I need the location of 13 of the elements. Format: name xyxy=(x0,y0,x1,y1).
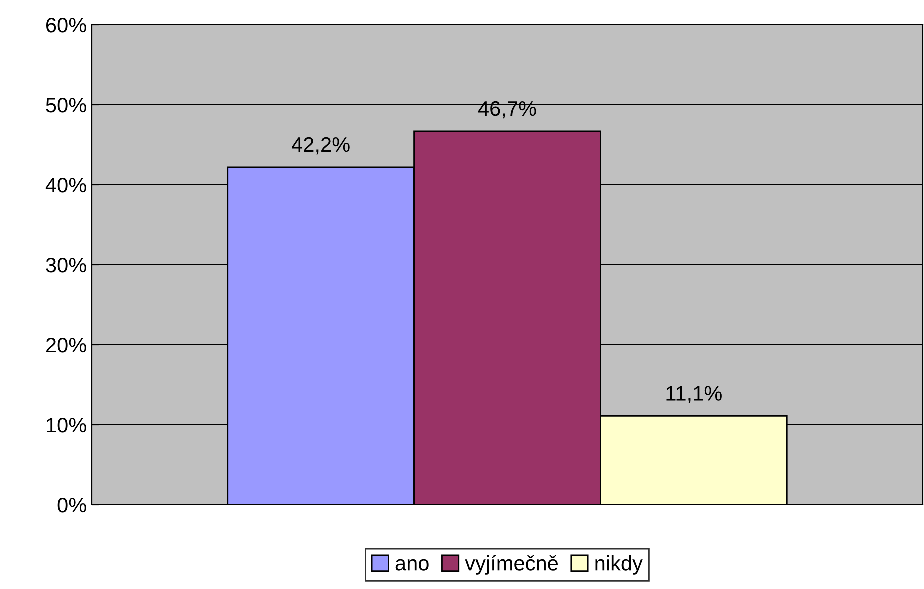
y-tick-label: 40% xyxy=(46,178,86,193)
y-tick-label: 0% xyxy=(58,498,86,513)
data-label: 11,1% xyxy=(666,386,722,404)
y-tick-label: 30% xyxy=(46,258,86,273)
legend-label: vyjímečně xyxy=(465,555,558,575)
y-tick-label: 10% xyxy=(47,418,86,433)
legend-label: ano xyxy=(396,559,429,571)
y-tick-label: 50% xyxy=(46,98,86,113)
data-label: 46,7% xyxy=(478,101,536,119)
y-tick-label: 20% xyxy=(46,338,86,353)
data-label: 42,2% xyxy=(292,137,350,155)
legend-label: nikdy xyxy=(596,556,643,575)
y-tick-label: 60% xyxy=(46,18,86,33)
